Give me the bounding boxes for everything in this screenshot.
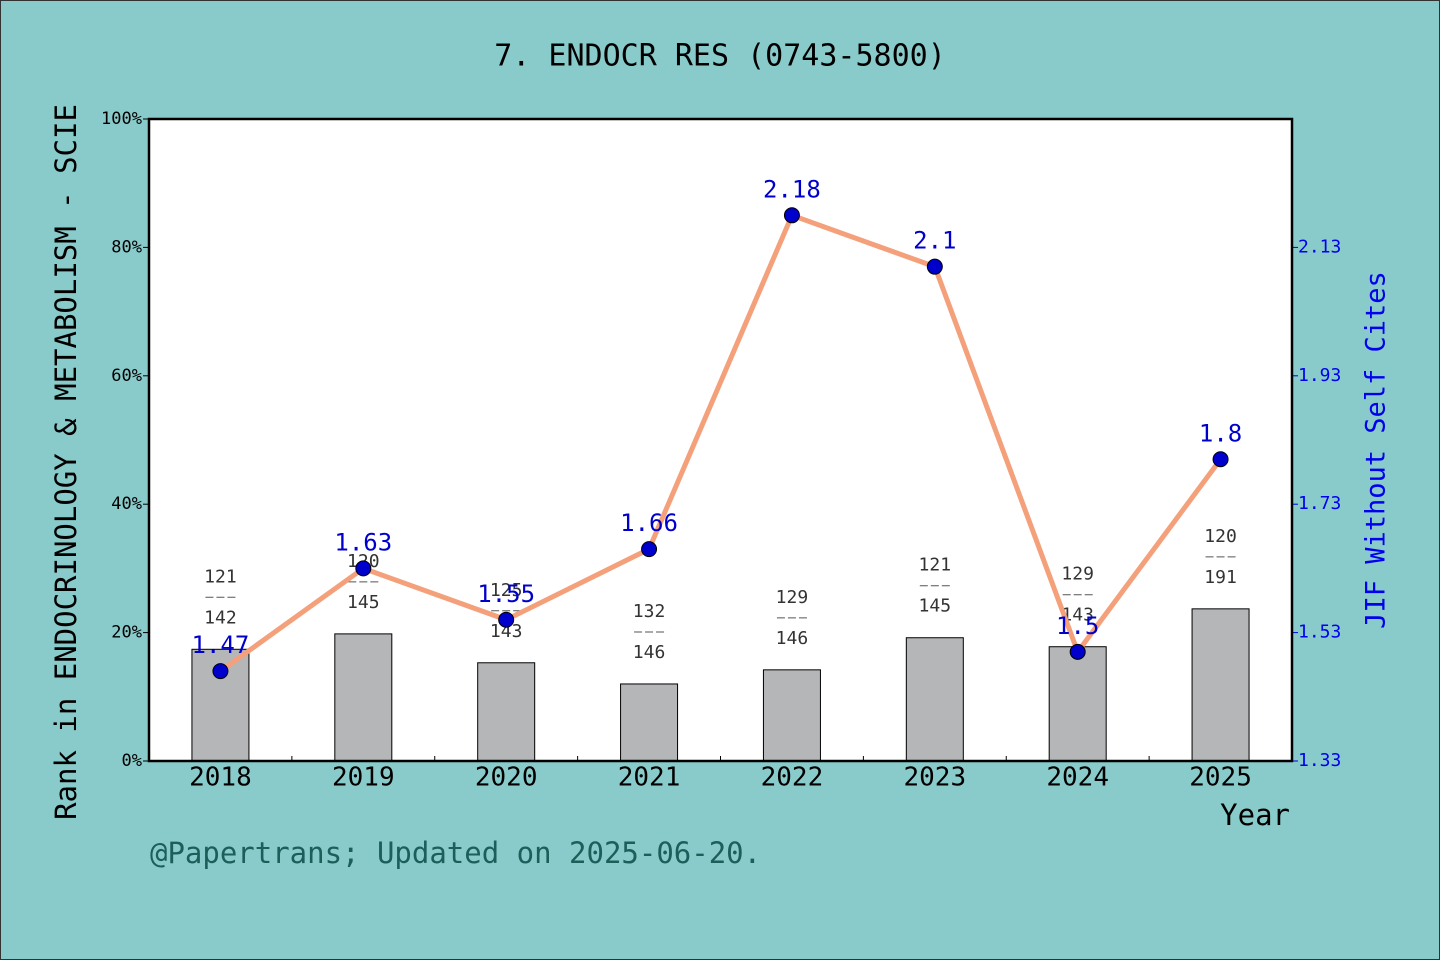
value-label: 1.63 [334,528,392,556]
y-tick-label: 0% [122,751,142,771]
line-marker [212,663,229,680]
value-label: 2.1 [913,227,956,255]
y2-tick-label: 1.53 [1298,622,1341,643]
rank-label: 129 [776,587,809,608]
plot-frame [147,117,1294,763]
value-label: 1.47 [192,631,250,659]
total-label: 191 [1204,567,1237,588]
value-label: 1.8 [1199,419,1242,447]
footer-note: @Papertrans; Updated on 2025-06-20. [150,836,761,870]
chart-title: 7. ENDOCR RES (0743-5800) [494,39,946,74]
bar [334,633,393,762]
rank-label: 120 [1204,526,1237,547]
y-axis-title: Rank in ENDOCRINOLOGY & METABOLISM - SCI… [49,104,83,820]
y-tick-label: 40% [111,494,142,514]
line-marker [1212,451,1229,468]
rank-label: 121 [204,566,237,587]
y2-tick-label: 1.33 [1298,750,1341,771]
bar [477,662,536,762]
x-tick-label: 2020 [475,763,538,793]
y-tick-label: 20% [111,623,142,643]
total-label: 143 [1061,605,1094,626]
value-label: 1.66 [620,509,678,537]
line-marker [783,207,800,224]
total-label: 145 [919,596,952,617]
y-tick-label: 60% [111,366,142,386]
total-label: 143 [490,621,523,642]
total-label: 142 [204,607,237,628]
x-tick-label: 2024 [1046,763,1109,793]
line-marker [498,611,515,628]
bar [1191,608,1250,762]
rank-label: 125 [490,580,523,601]
y2-tick-label: 1.73 [1298,493,1341,514]
x-tick-label: 2025 [1189,763,1252,793]
x-axis-title: Year [1220,798,1290,832]
bar [762,669,821,762]
total-label: 146 [633,642,666,663]
x-tick-label: 2023 [904,763,967,793]
y2-axis-title: JIF Without Self Cites [1361,271,1392,629]
x-tick-label: 2019 [332,763,395,793]
line [218,212,1223,674]
y-tick-label: 80% [111,237,142,257]
total-label: 146 [776,628,809,649]
line-marker [1069,643,1086,660]
bar [905,637,964,762]
rank-label: 132 [633,601,666,622]
rank-label: 121 [919,555,952,576]
y2-tick-label: 1.93 [1298,365,1341,386]
bar [1048,646,1107,762]
x-tick-label: 2018 [189,763,252,793]
value-label: 1.5 [1056,612,1099,640]
total-label: 145 [347,592,380,613]
line-marker [641,541,658,558]
rank-label: 129 [1061,564,1094,585]
y2-tick-label: 2.13 [1298,236,1341,257]
bar [620,683,679,762]
value-label: 2.18 [763,175,821,203]
y-tick-label: 100% [101,109,142,129]
line-marker [355,560,372,577]
x-tick-label: 2021 [618,763,681,793]
x-tick-label: 2022 [761,763,824,793]
value-label: 1.55 [477,580,535,608]
plot-area [149,119,1292,761]
line-marker [926,258,943,275]
